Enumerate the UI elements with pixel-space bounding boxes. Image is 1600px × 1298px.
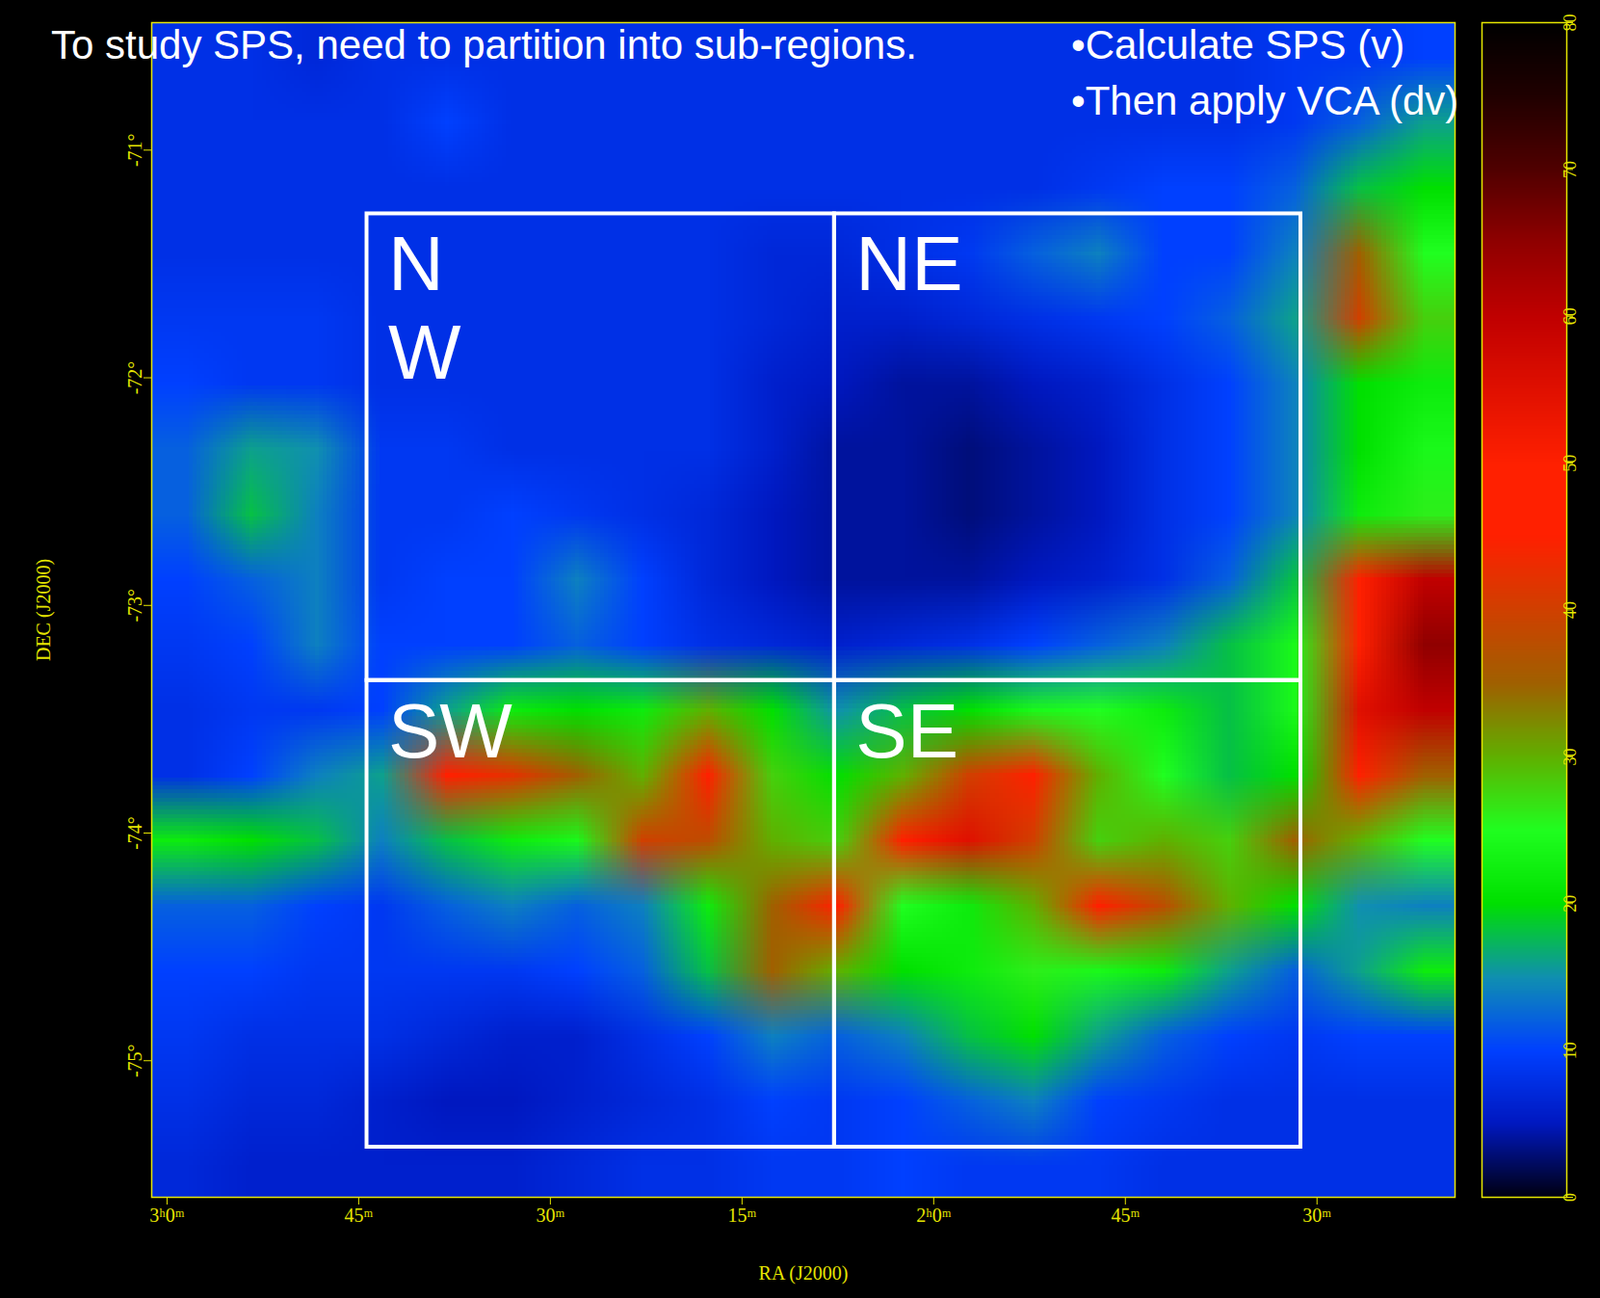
svg-text:NE: NE xyxy=(855,220,963,307)
svg-text:30ᵐ: 30ᵐ xyxy=(1302,1204,1332,1226)
svg-text:50: 50 xyxy=(1560,454,1580,473)
svg-text:RA (J2000): RA (J2000) xyxy=(759,1261,849,1285)
html-text:To study SPS, need to partitio: To study SPS, need to partition into sub… xyxy=(51,22,917,68)
svg-text:30: 30 xyxy=(1560,747,1580,765)
svg-text:2ʰ0ᵐ: 2ʰ0ᵐ xyxy=(916,1204,951,1226)
svg-text:3ʰ0ᵐ: 3ʰ0ᵐ xyxy=(149,1204,184,1226)
svg-text:-72°: -72° xyxy=(124,361,146,395)
svg-text:10: 10 xyxy=(1560,1041,1580,1059)
svg-text:30ᵐ: 30ᵐ xyxy=(535,1204,565,1226)
svg-text:40: 40 xyxy=(1560,601,1580,619)
svg-text:20: 20 xyxy=(1560,894,1580,913)
svg-text:-73°: -73° xyxy=(124,588,146,623)
svg-text:DEC (J2000): DEC (J2000) xyxy=(32,558,55,661)
svg-text:45ᵐ: 45ᵐ xyxy=(343,1204,373,1226)
html-text:•Then apply VCA (dv): •Then apply VCA (dv) xyxy=(1071,78,1459,124)
svg-text:70: 70 xyxy=(1560,160,1580,179)
svg-text:SW: SW xyxy=(388,687,513,774)
svg-text:SE: SE xyxy=(855,687,959,774)
svg-text:NW: NW xyxy=(388,220,462,395)
svg-text:80: 80 xyxy=(1560,14,1580,32)
html-text:•Calculate SPS (v): •Calculate SPS (v) xyxy=(1071,22,1405,68)
svg-text:-74°: -74° xyxy=(124,815,146,850)
svg-text:0: 0 xyxy=(1560,1192,1580,1202)
svg-text:-75°: -75° xyxy=(124,1043,146,1077)
svg-text:45ᵐ: 45ᵐ xyxy=(1110,1204,1140,1226)
svg-text:-71°: -71° xyxy=(124,132,146,167)
svg-text:60: 60 xyxy=(1560,307,1580,325)
svg-text:15ᵐ: 15ᵐ xyxy=(727,1204,757,1226)
